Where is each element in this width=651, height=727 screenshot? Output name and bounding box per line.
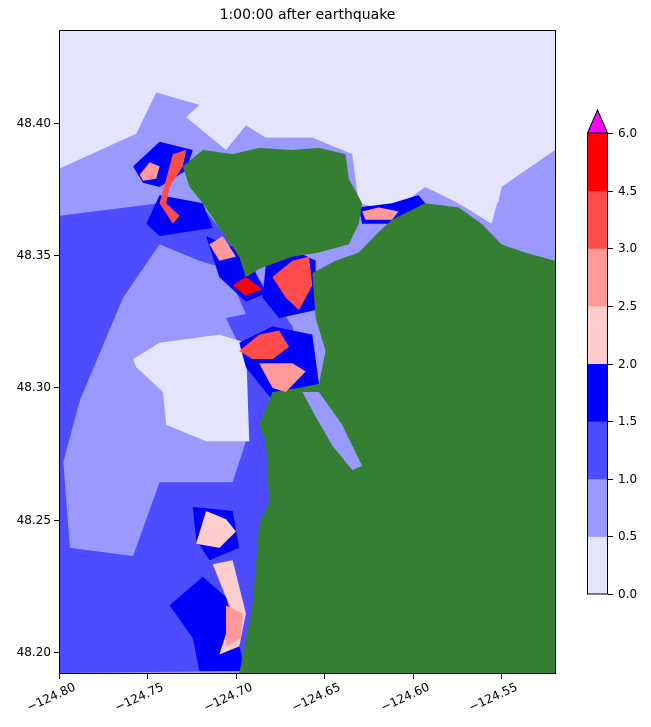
inundation-4.5-6 <box>232 277 263 296</box>
colorbar-tick-label: 2.0 <box>618 356 638 371</box>
y-tick-mark <box>54 652 59 654</box>
colorbar-tick-label: 3.0 <box>618 241 638 256</box>
x-tick-mark <box>147 674 149 679</box>
colorbar-tick-mark <box>608 594 613 595</box>
x-tick-mark <box>59 674 60 679</box>
y-tick-label: 48.25 <box>16 512 51 527</box>
x-tick-label: −124.75 <box>112 679 166 715</box>
y-tick-mark <box>54 254 59 256</box>
colorbar-extend-arrow <box>587 108 609 134</box>
x-tick-label: −124.55 <box>466 679 520 715</box>
colorbar-segment-3-4.5 <box>587 190 608 249</box>
colorbar <box>587 108 609 595</box>
inundation-2.5-3 <box>139 162 160 181</box>
inundation-2.5-3 <box>209 236 236 261</box>
inundation-3-4.5 <box>159 149 187 224</box>
inundation-2.5-3 <box>225 605 243 647</box>
colorbar-tick-label: 2.5 <box>618 298 638 313</box>
colorbar-segment-4.5-6 <box>587 133 608 192</box>
colorbar-tick-mark <box>608 133 613 134</box>
colorbar-tick-label: 1.0 <box>618 471 638 486</box>
colorbar-tick-label: 0.5 <box>618 529 638 544</box>
colorbar-tick-label: 4.5 <box>618 183 638 198</box>
colorbar-tick-mark <box>608 536 613 538</box>
colorbar-segment-1-1.5 <box>587 421 608 480</box>
y-tick-label: 48.40 <box>16 115 51 130</box>
colorbar-tick-mark <box>608 478 613 480</box>
y-tick-mark <box>54 387 59 389</box>
x-tick-mark <box>235 674 237 679</box>
x-tick-label: −124.80 <box>24 679 78 715</box>
colorbar-tick-mark <box>608 305 613 307</box>
colorbar-tick-label: 1.5 <box>618 414 638 429</box>
inlet-channel <box>302 391 363 470</box>
water-0.5-1-patch <box>63 244 246 557</box>
water-0.5-1-upper-right <box>425 31 555 204</box>
y-tick-label: 48.30 <box>16 380 51 395</box>
inundation-2.5-3 <box>362 207 399 220</box>
colorbar-tick-mark <box>608 248 613 250</box>
x-tick-mark <box>501 674 503 679</box>
x-tick-mark <box>412 674 414 679</box>
chart-title: 1:00:00 after earthquake <box>219 7 396 23</box>
water-0-0.5-patch <box>133 334 250 442</box>
colorbar-tick-mark <box>608 363 613 365</box>
y-tick-label: 48.35 <box>16 247 51 262</box>
land <box>239 203 555 673</box>
y-tick-label: 48.20 <box>16 645 51 660</box>
inundation-map <box>59 30 556 674</box>
colorbar-segment-0-0.5 <box>587 536 608 595</box>
x-tick-label: −124.65 <box>289 679 343 715</box>
x-tick-label: −124.70 <box>201 679 255 715</box>
colorbar-segment-2.5-3 <box>587 248 608 307</box>
y-tick-mark <box>54 519 59 521</box>
inundation-3-4.5 <box>239 330 290 360</box>
colorbar-tick-mark <box>608 190 613 192</box>
x-tick-label: −124.60 <box>378 679 432 715</box>
colorbar-tick-label: 6.0 <box>618 126 638 140</box>
colorbar-segment-2-2.5 <box>587 305 608 364</box>
inundation-2-2.5 <box>196 510 236 548</box>
colorbar-segment-1.5-2 <box>587 363 608 422</box>
land <box>182 147 363 278</box>
colorbar-tick-label: 0.0 <box>618 587 638 601</box>
colorbar-tick-mark <box>608 421 613 423</box>
x-tick-mark <box>324 674 326 679</box>
inundation-2.5-3 <box>259 363 306 392</box>
y-tick-mark <box>54 122 59 124</box>
colorbar-segment-0.5-1 <box>587 478 608 537</box>
colorbar-frame <box>587 132 608 595</box>
inundation-3-4.5 <box>272 256 313 310</box>
